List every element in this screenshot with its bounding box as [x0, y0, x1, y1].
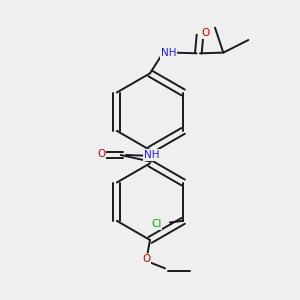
- Text: NH: NH: [160, 48, 176, 58]
- Text: NH: NH: [144, 150, 159, 160]
- Text: O: O: [142, 254, 151, 264]
- Text: Cl: Cl: [151, 219, 162, 229]
- Text: O: O: [97, 149, 105, 159]
- Text: O: O: [201, 28, 209, 38]
